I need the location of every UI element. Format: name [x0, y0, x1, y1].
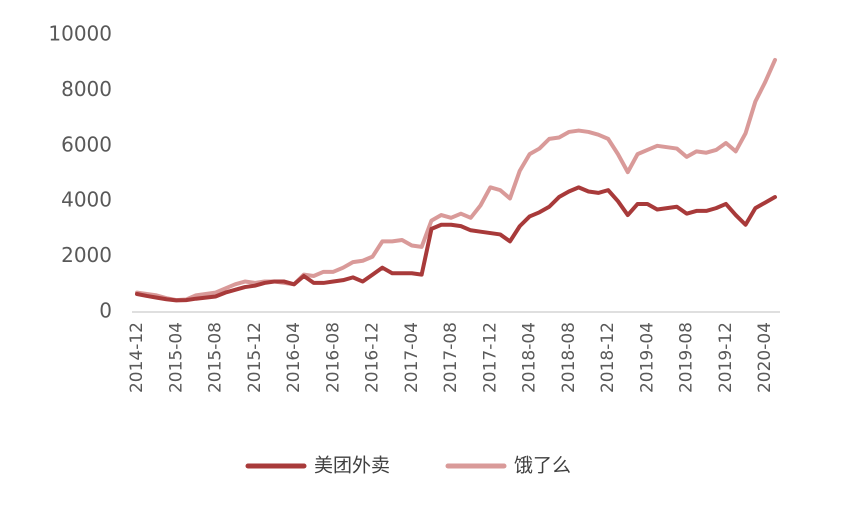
x-tick-label: 2019-04 [637, 322, 657, 393]
series-line [135, 185, 777, 303]
x-tick-label: 2017-12 [480, 322, 500, 393]
x-tick-label: 2016-08 [323, 322, 343, 393]
x-tick-label: 2016-12 [363, 322, 383, 393]
x-tick-label: 2019-12 [716, 322, 736, 393]
y-tick-label: 10000 [48, 22, 112, 46]
legend-label: 饿了么 [514, 455, 571, 477]
y-tick-label: 4000 [61, 188, 112, 212]
y-tick-label: 2000 [61, 243, 112, 267]
y-tick-label: 6000 [61, 132, 112, 156]
x-tick-label: 2015-04 [166, 322, 186, 393]
x-tick-label: 2018-04 [520, 322, 540, 393]
x-tick-label: 2017-08 [441, 322, 461, 393]
series-line [135, 57, 777, 303]
y-tick-label: 0 [99, 299, 112, 323]
x-tick-label: 2019-08 [677, 322, 697, 393]
x-tick-label: 2018-12 [598, 322, 618, 393]
x-tick-label: 2016-04 [284, 322, 304, 393]
x-tick-label: 2020-04 [755, 322, 775, 393]
x-tick-label: 2014-12 [127, 322, 147, 393]
x-tick-label: 2015-08 [206, 322, 226, 393]
x-tick-label: 2018-08 [559, 322, 579, 393]
x-tick-label: 2015-12 [245, 322, 265, 393]
x-tick-label: 2017-04 [402, 322, 422, 393]
y-tick-label: 8000 [61, 77, 112, 101]
legend-label: 美团外卖 [314, 455, 390, 477]
